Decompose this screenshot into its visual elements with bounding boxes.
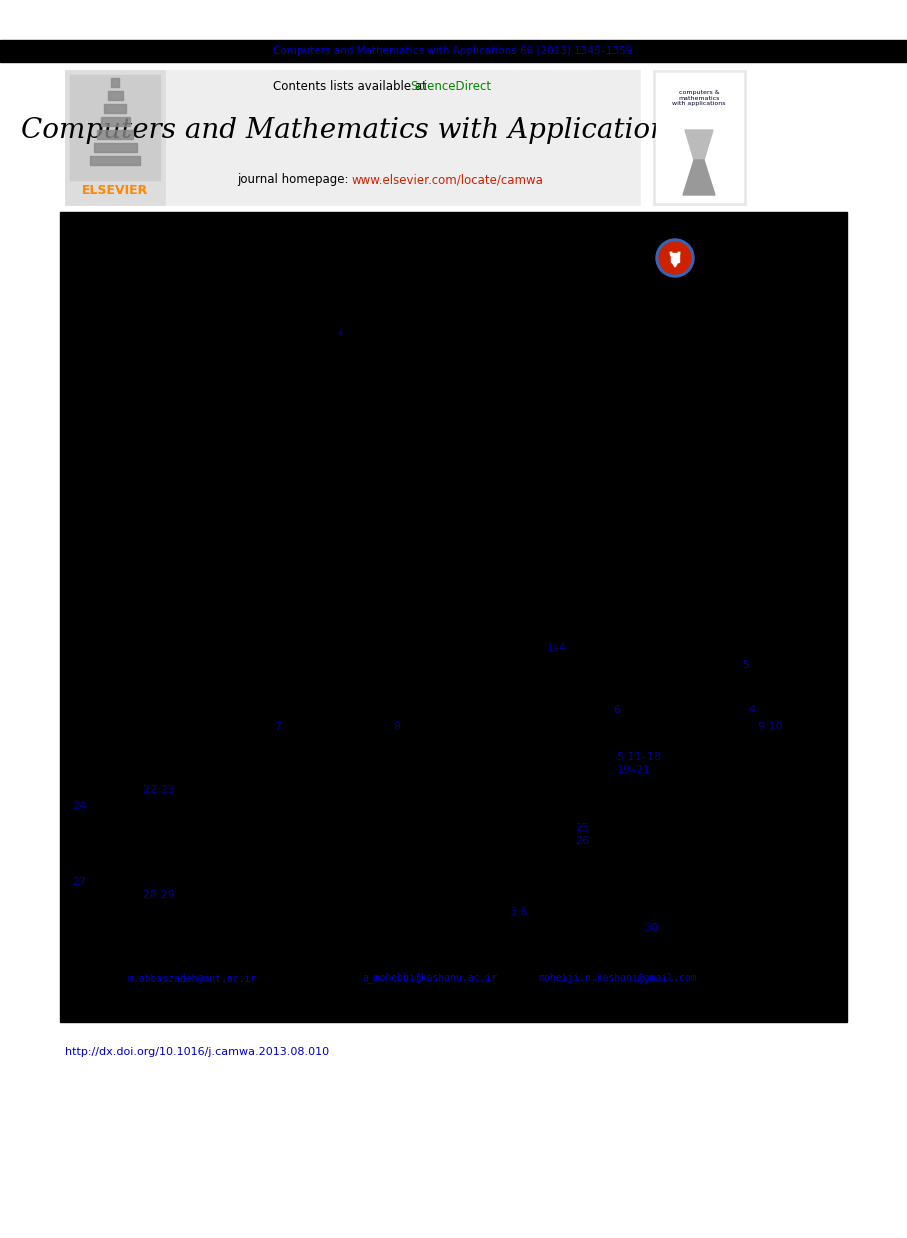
- Text: 5 11–18: 5 11–18: [617, 751, 661, 763]
- Text: 3 6: 3 6: [510, 907, 528, 917]
- Text: Contents lists available at: Contents lists available at: [273, 80, 431, 94]
- Circle shape: [656, 239, 694, 277]
- Text: 27: 27: [72, 877, 86, 886]
- Bar: [108, 92, 123, 100]
- Bar: [671, 253, 679, 262]
- Text: 1–4: 1–4: [547, 643, 567, 652]
- Text: www.elsevier.com/locate/camwa: www.elsevier.com/locate/camwa: [352, 173, 544, 187]
- Text: http://dx.doi.org/10.1016/j.camwa.2013.08.010: http://dx.doi.org/10.1016/j.camwa.2013.0…: [65, 1047, 329, 1057]
- Text: 22 23: 22 23: [143, 785, 175, 795]
- Text: 19–21: 19–21: [617, 765, 651, 775]
- Bar: [111, 78, 119, 87]
- Text: 25: 25: [575, 823, 590, 833]
- Bar: [94, 144, 137, 152]
- Bar: [653, 71, 746, 206]
- Text: a_mohebbi@kashanu.ac.ir: a_mohebbi@kashanu.ac.ir: [363, 973, 498, 983]
- Text: 8: 8: [393, 722, 400, 732]
- Polygon shape: [672, 262, 678, 267]
- Bar: [0, 40, 907, 62]
- Text: 28 29: 28 29: [143, 890, 175, 900]
- Polygon shape: [683, 160, 715, 196]
- Text: 30: 30: [644, 924, 658, 933]
- Bar: [104, 104, 126, 113]
- Text: Computers and Mathematics with Applications: Computers and Mathematics with Applicati…: [22, 116, 683, 144]
- Text: 4: 4: [748, 704, 756, 716]
- Bar: [90, 156, 140, 165]
- Text: ScienceDirect: ScienceDirect: [410, 80, 491, 94]
- Text: 6: 6: [613, 704, 620, 716]
- Text: ELSEVIER: ELSEVIER: [82, 184, 148, 197]
- Bar: [97, 130, 133, 139]
- Text: *: *: [337, 331, 343, 340]
- Text: 7: 7: [274, 722, 281, 732]
- Polygon shape: [685, 130, 713, 160]
- Text: moheiji.n.kashani@gmail.com: moheiji.n.kashani@gmail.com: [539, 973, 697, 983]
- Bar: [656, 73, 743, 202]
- Text: 5: 5: [742, 660, 749, 670]
- Text: 9 10: 9 10: [758, 722, 783, 732]
- Text: journal homepage:: journal homepage:: [237, 173, 352, 187]
- Bar: [65, 71, 640, 206]
- Text: 26: 26: [575, 836, 590, 846]
- Bar: [70, 76, 160, 180]
- Bar: [65, 71, 165, 206]
- Text: Computers and Mathematics with Applications 66 (2013) 1345–1359: Computers and Mathematics with Applicati…: [273, 46, 633, 56]
- Bar: [60, 212, 847, 1023]
- Text: m.abbaszadeh@aut.ac.ir: m.abbaszadeh@aut.ac.ir: [127, 973, 257, 983]
- Bar: [101, 118, 130, 126]
- Text: computers &
mathematics
with applications: computers & mathematics with application…: [672, 89, 726, 106]
- Circle shape: [659, 241, 691, 274]
- Text: 24: 24: [72, 801, 86, 811]
